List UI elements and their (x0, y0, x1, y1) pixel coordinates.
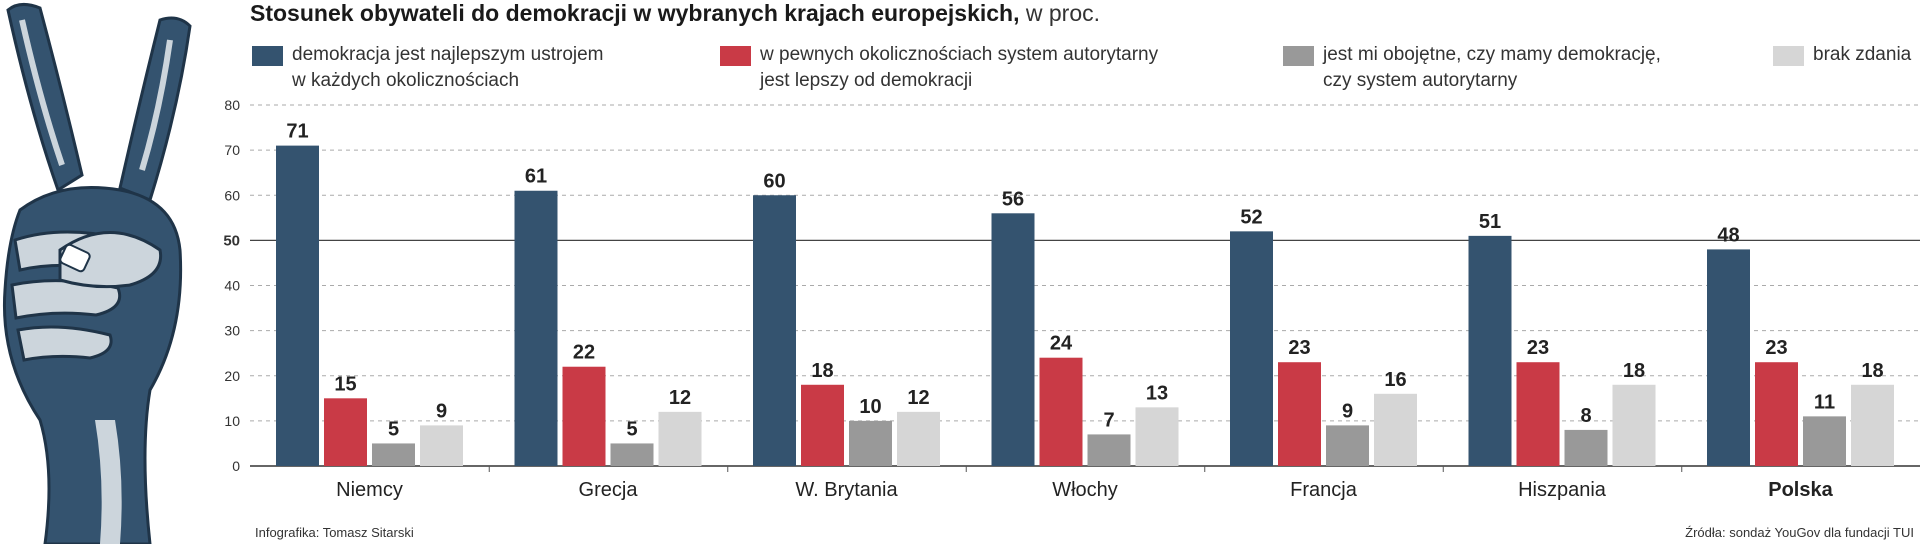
bar (801, 385, 844, 466)
x-tick-label: Francja (1290, 479, 1358, 501)
bar (372, 443, 415, 466)
x-tick-label: Grecja (579, 479, 639, 501)
data-label: 15 (334, 373, 356, 395)
bar (1088, 434, 1131, 466)
bar (1517, 362, 1560, 466)
data-label: 11 (1814, 391, 1835, 413)
bar (1707, 249, 1750, 466)
bar (1469, 236, 1512, 466)
y-tick-label: 40 (224, 278, 240, 294)
bar (1278, 362, 1321, 466)
bar (1851, 385, 1894, 466)
data-label: 60 (763, 170, 785, 192)
bar (611, 443, 654, 466)
bar (515, 191, 558, 466)
bar (563, 367, 606, 466)
y-tick-label: 30 (224, 323, 240, 339)
bar (1374, 394, 1417, 466)
data-label: 12 (907, 387, 929, 409)
y-tick-label: 80 (224, 97, 240, 113)
bar (659, 412, 702, 466)
data-label: 18 (1623, 360, 1645, 382)
bar (753, 195, 796, 466)
y-tick-label: 20 (224, 368, 240, 384)
bar (849, 421, 892, 466)
y-tick-label: 10 (224, 413, 240, 429)
data-label: 5 (388, 418, 399, 440)
bar (1613, 385, 1656, 466)
data-label: 8 (1580, 405, 1591, 427)
bar (1136, 407, 1179, 466)
x-tick-label: Hiszpania (1518, 479, 1607, 501)
bar (1565, 430, 1608, 466)
y-tick-label: 50 (223, 232, 240, 249)
data-label: 12 (669, 387, 691, 409)
data-label: 61 (525, 166, 547, 188)
data-label: 7 (1103, 409, 1114, 431)
y-tick-label: 0 (232, 458, 240, 474)
data-label: 52 (1240, 206, 1262, 228)
data-label: 23 (1288, 337, 1310, 359)
bar (1803, 416, 1846, 466)
footer-credit: Infografika: Tomasz Sitarski (255, 525, 414, 540)
data-label: 22 (573, 342, 595, 364)
data-label: 71 (286, 121, 308, 143)
x-tick-label: W. Brytania (795, 479, 898, 501)
data-label: 48 (1717, 224, 1739, 246)
bar (1230, 231, 1273, 466)
bar (897, 412, 940, 466)
x-tick-label: Niemcy (336, 479, 403, 501)
data-label: 16 (1384, 369, 1406, 391)
y-tick-label: 60 (224, 187, 240, 203)
data-label: 24 (1050, 333, 1073, 355)
bar (1040, 358, 1083, 466)
data-label: 10 (859, 396, 881, 418)
bar (1755, 362, 1798, 466)
data-label: 13 (1146, 382, 1168, 404)
bar (1326, 425, 1369, 466)
bar (324, 398, 367, 466)
x-tick-label: Polska (1768, 479, 1833, 501)
data-label: 23 (1527, 337, 1549, 359)
data-label: 9 (436, 400, 447, 422)
data-label: 9 (1342, 400, 1353, 422)
data-label: 5 (626, 418, 637, 440)
data-label: 56 (1002, 188, 1024, 210)
data-label: 18 (1861, 360, 1883, 382)
bar (420, 425, 463, 466)
bar (276, 146, 319, 466)
footer-source: Źródła: sondaż YouGov dla fundacji TUI (1685, 525, 1914, 540)
data-label: 23 (1765, 337, 1787, 359)
x-tick-label: Włochy (1052, 479, 1118, 501)
y-tick-label: 70 (224, 142, 240, 158)
bar (992, 213, 1035, 466)
data-label: 18 (811, 360, 833, 382)
data-label: 51 (1479, 211, 1501, 233)
